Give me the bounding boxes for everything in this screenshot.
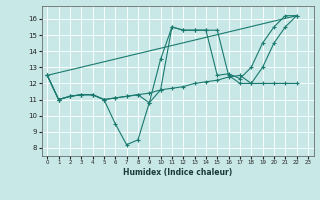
X-axis label: Humidex (Indice chaleur): Humidex (Indice chaleur) — [123, 168, 232, 177]
